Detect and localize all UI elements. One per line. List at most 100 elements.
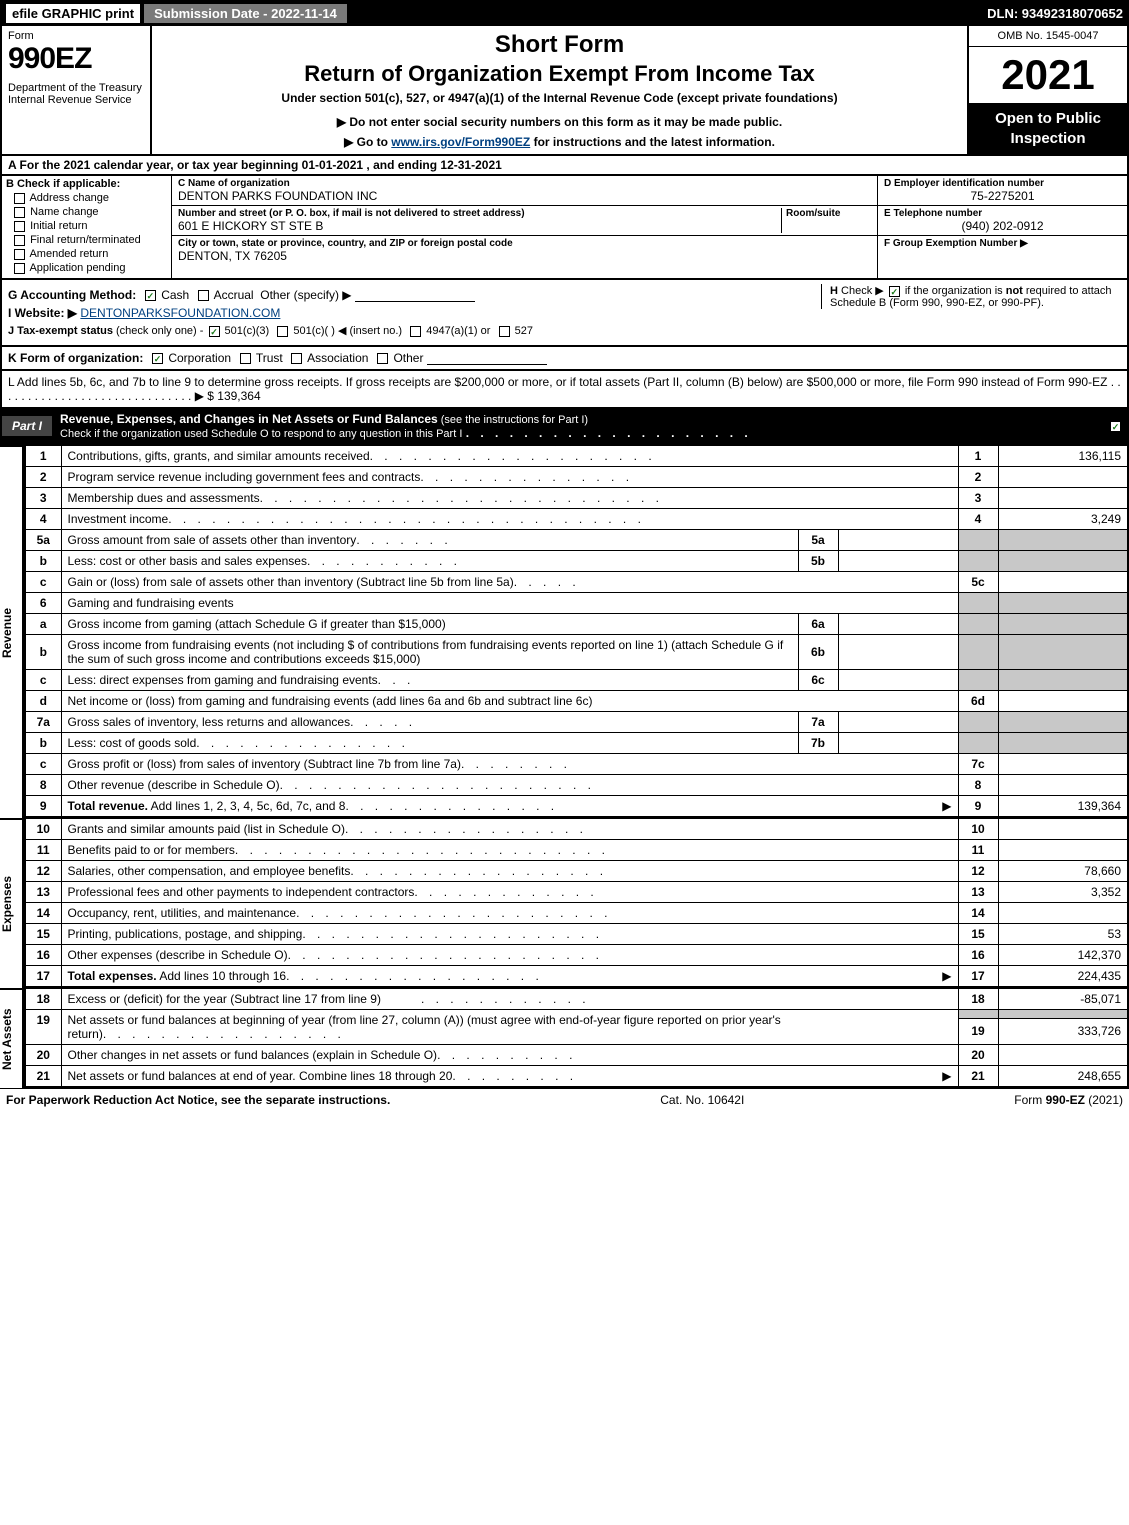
goto-line: ▶ Go to www.irs.gov/Form990EZ for instru…: [160, 135, 959, 149]
street-label: Number and street (or P. O. box, if mail…: [178, 208, 781, 219]
line-3-num: 3: [25, 488, 61, 509]
line-6d-val: [998, 691, 1128, 712]
ein-label: D Employer identification number: [884, 178, 1121, 189]
chk-initial-return[interactable]: Initial return: [12, 220, 167, 232]
chk-name-change[interactable]: Name change: [12, 206, 167, 218]
line-3-desc: Membership dues and assessments: [68, 491, 260, 505]
line-21-num: 21: [25, 1066, 61, 1088]
section-j: J Tax-exempt status (check only one) - 5…: [8, 324, 1121, 337]
part-1-header: Part I Revenue, Expenses, and Changes in…: [0, 409, 1129, 445]
line-15-desc: Printing, publications, postage, and shi…: [68, 927, 303, 941]
line-9-num: 9: [25, 796, 61, 818]
section-def: D Employer identification number 75-2275…: [877, 176, 1127, 278]
row-l-text: L Add lines 5b, 6c, and 7b to line 9 to …: [8, 375, 1121, 403]
line-6d-num: d: [25, 691, 61, 712]
other-org-field[interactable]: [427, 351, 547, 365]
chk-schedule-b[interactable]: [889, 286, 900, 297]
line-6b-num: b: [25, 635, 61, 670]
row-a-mid: , and ending: [363, 158, 440, 172]
chk-cash[interactable]: [145, 290, 156, 301]
chk-address-change[interactable]: Address change: [12, 192, 167, 204]
efile-label[interactable]: efile GRAPHIC print: [6, 4, 140, 23]
line-14-desc: Occupancy, rent, utilities, and maintena…: [68, 906, 297, 920]
chk-schedule-o[interactable]: [1110, 421, 1121, 432]
row-a-prefix: A For the 2021 calendar year, or tax yea…: [8, 158, 302, 172]
line-6b-sn: 6b: [798, 635, 838, 670]
chk-501c3[interactable]: [209, 326, 220, 337]
line-20-val: [998, 1045, 1128, 1066]
revenue-section: Revenue 1Contributions, gifts, grants, a…: [0, 445, 1129, 818]
chk-trust[interactable]: [240, 353, 251, 364]
line-5c-num: c: [25, 572, 61, 593]
chk-association[interactable]: [291, 353, 302, 364]
chk-accrual[interactable]: [198, 290, 209, 301]
line-19-rn: 19: [958, 1018, 998, 1044]
chk-527[interactable]: [499, 326, 510, 337]
line-5b-desc: Less: cost or other basis and sales expe…: [68, 554, 307, 568]
line-7b-desc: Less: cost of goods sold: [68, 736, 197, 750]
line-12-rn: 12: [958, 861, 998, 882]
city-label: City or town, state or province, country…: [178, 238, 871, 249]
line-5c-desc: Gain or (loss) from sale of assets other…: [68, 575, 514, 589]
line-18-val: -85,071: [998, 989, 1128, 1010]
other-specify-field[interactable]: [355, 288, 475, 302]
line-2-rn: 2: [958, 467, 998, 488]
form-subtitle: Under section 501(c), 527, or 4947(a)(1)…: [160, 91, 959, 105]
part-1-check-line: Check if the organization used Schedule …: [60, 428, 462, 440]
opt-cash: Cash: [161, 288, 189, 302]
section-b-label: B Check if applicable:: [6, 178, 167, 190]
line-5b-num: b: [25, 551, 61, 572]
chk-corporation[interactable]: [152, 353, 163, 364]
chk-application-pending[interactable]: Application pending: [12, 262, 167, 274]
line-7a-desc: Gross sales of inventory, less returns a…: [68, 715, 351, 729]
line-9-rn: 9: [958, 796, 998, 818]
line-16-rn: 16: [958, 945, 998, 966]
line-16-num: 16: [25, 945, 61, 966]
expenses-label: Expenses: [0, 818, 24, 988]
irs-link[interactable]: www.irs.gov/Form990EZ: [391, 135, 530, 149]
header-mid: Short Form Return of Organization Exempt…: [152, 26, 967, 154]
chk-other-org[interactable]: [377, 353, 388, 364]
line-7b-sn: 7b: [798, 733, 838, 754]
paperwork-notice: For Paperwork Reduction Act Notice, see …: [6, 1093, 390, 1107]
expenses-section: Expenses 10Grants and similar amounts pa…: [0, 818, 1129, 988]
opt-accrual: Accrual: [214, 288, 254, 302]
org-name: DENTON PARKS FOUNDATION INC: [178, 189, 871, 203]
line-11-val: [998, 840, 1128, 861]
line-19-num: 19: [25, 1010, 61, 1045]
line-6-desc: Gaming and fundraising events: [61, 593, 958, 614]
chk-4947[interactable]: [410, 326, 421, 337]
line-13-num: 13: [25, 882, 61, 903]
chk-amended-return[interactable]: Amended return: [12, 248, 167, 260]
line-6c-num: c: [25, 670, 61, 691]
cat-number: Cat. No. 10642I: [660, 1093, 744, 1107]
g-label: G Accounting Method:: [8, 288, 136, 302]
phone-label: E Telephone number: [884, 208, 1121, 219]
submission-date: Submission Date - 2022-11-14: [144, 4, 347, 23]
goto-post: for instructions and the latest informat…: [530, 135, 775, 149]
part-1-title-text: Revenue, Expenses, and Changes in Net As…: [60, 412, 438, 426]
section-h: H Check ▶ if the organization is not req…: [821, 284, 1121, 309]
line-18-num: 18: [25, 989, 61, 1010]
netassets-section: Net Assets 18Excess or (deficit) for the…: [0, 988, 1129, 1088]
room-label: Room/suite: [786, 208, 871, 219]
opt-other: Other (specify) ▶: [260, 288, 351, 302]
j-sub: (check only one) -: [113, 325, 207, 337]
entity-block: B Check if applicable: Address change Na…: [0, 176, 1129, 280]
line-7b-num: b: [25, 733, 61, 754]
line-12-num: 12: [25, 861, 61, 882]
line-5a-num: 5a: [25, 530, 61, 551]
line-3-rn: 3: [958, 488, 998, 509]
opt-final-return: Final return/terminated: [30, 234, 141, 246]
line-10-rn: 10: [958, 819, 998, 840]
line-4-rn: 4: [958, 509, 998, 530]
row-a-tax-year: A For the 2021 calendar year, or tax yea…: [0, 156, 1129, 176]
goto-pre: ▶ Go to: [344, 135, 391, 149]
line-7a-sn: 7a: [798, 712, 838, 733]
website-link[interactable]: DENTONPARKSFOUNDATION.COM: [80, 306, 280, 320]
chk-final-return[interactable]: Final return/terminated: [12, 234, 167, 246]
chk-501c[interactable]: [277, 326, 288, 337]
line-17-num: 17: [25, 966, 61, 988]
line-6a-desc: Gross income from gaming (attach Schedul…: [61, 614, 798, 635]
line-4-desc: Investment income: [68, 512, 169, 526]
